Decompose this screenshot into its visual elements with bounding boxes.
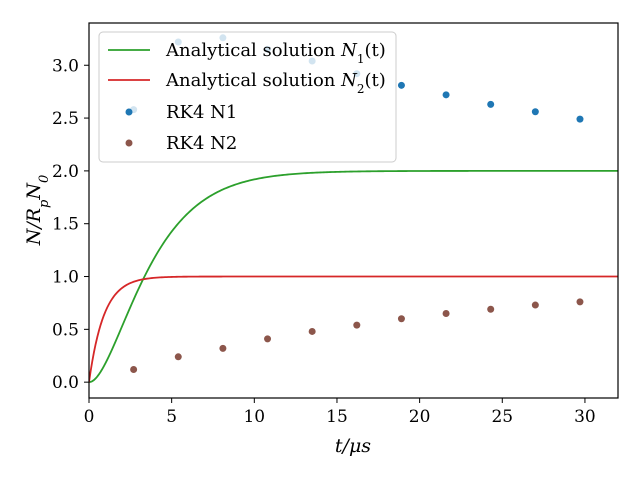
point-rk4-n1 — [531, 108, 539, 116]
point-rk4-n2 — [531, 301, 539, 309]
point-rk4-n2 — [442, 309, 450, 317]
legend-rk4-n2-marker — [125, 139, 133, 147]
legend: Analytical solution N1(t) Analytical sol… — [98, 31, 397, 163]
point-rk4-n1 — [442, 91, 450, 99]
series-line-n2-analytical — [89, 275, 618, 383]
y-tick-label: 1.5 — [52, 215, 79, 235]
x-tick-label: 10 — [243, 407, 265, 427]
point-rk4-n1 — [487, 100, 495, 108]
y-tick-label: 2.0 — [52, 162, 79, 182]
x-tick-label: 5 — [166, 407, 177, 427]
point-rk4-n1 — [576, 115, 584, 123]
point-rk4-n2 — [174, 353, 182, 361]
point-rk4-n2 — [487, 305, 495, 313]
y-tick-label: 1.0 — [52, 268, 79, 288]
y-tick-label: 3.0 — [52, 56, 79, 76]
legend-label-rk4-n2: RK4 N2 — [166, 133, 237, 154]
x-tick-label: 20 — [409, 407, 431, 427]
axis-ticks: 0 5 10 15 20 25 30 0.0 0.5 1.0 1.5 2.0 2.5 3.0 — [52, 56, 596, 427]
legend-label-rk4-n1: RK4 N1 — [166, 102, 237, 123]
point-rk4-n2 — [397, 315, 405, 323]
legend-box — [98, 31, 397, 163]
point-rk4-n1 — [397, 81, 405, 89]
series-line-n1-analytical — [89, 169, 618, 384]
x-tick-label: 25 — [491, 407, 513, 427]
legend-label-n2: Analytical solution N2(t) — [165, 70, 386, 96]
y-tick-label: 0.5 — [52, 320, 79, 340]
axes-frame — [88, 22, 619, 399]
point-rk4-n2 — [264, 335, 272, 343]
point-rk4-n2 — [130, 365, 138, 373]
x-axis-label: t/μs — [335, 435, 371, 457]
y-tick-label: 0.0 — [52, 373, 79, 393]
y-axis-label: N/RpN0 — [23, 175, 52, 247]
point-rk4-n2 — [353, 321, 361, 329]
x-tick-label: 0 — [84, 407, 95, 427]
point-rk4-n2 — [576, 298, 584, 306]
x-tick-label: 15 — [326, 407, 348, 427]
y-tick-label: 2.5 — [52, 109, 79, 129]
legend-rk4-n1-marker — [125, 108, 133, 116]
point-rk4-n2 — [308, 327, 316, 335]
point-rk4-n2 — [219, 344, 227, 352]
legend-label-n1: Analytical solution N1(t) — [165, 40, 386, 66]
x-tick-label: 30 — [574, 407, 596, 427]
